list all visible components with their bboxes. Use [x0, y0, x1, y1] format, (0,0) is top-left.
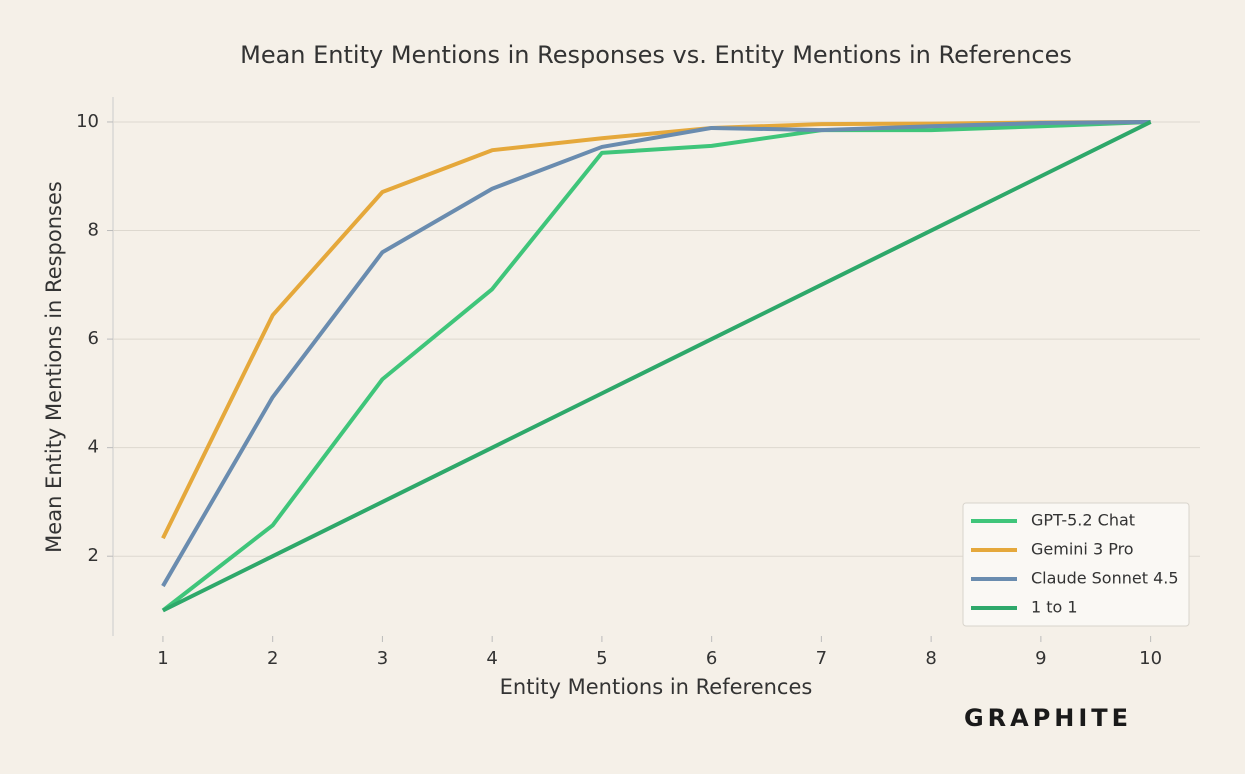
series-line: [162, 120, 1152, 613]
series-line: [161, 119, 1151, 613]
x-tick-label: 8: [925, 648, 936, 669]
x-tick-label: 5: [596, 648, 607, 669]
legend-label: Gemini 3 Pro: [1031, 540, 1134, 559]
y-axis-label: Mean Entity Mentions in Responses: [42, 181, 66, 553]
legend: GPT-5.2 Chat Gemini 3 Pro Claude Sonnet 4.…: [962, 502, 1190, 627]
y-tick-label: 4: [88, 437, 99, 458]
x-tick-label: 9: [1035, 648, 1046, 669]
series-line: [161, 119, 1151, 588]
x-tick-label: 4: [486, 648, 497, 669]
legend-label: GPT-5.2 Chat: [1031, 511, 1135, 530]
x-axis-label: Entity Mentions in References: [500, 675, 813, 699]
x-tick-label: 3: [377, 648, 388, 669]
x-tick-label: 7: [816, 648, 827, 669]
x-tick-label: 2: [267, 648, 278, 669]
legend-label: Claude Sonnet 4.5: [1031, 569, 1179, 588]
x-tick-label: 6: [706, 648, 717, 669]
watermark: GRAPHITE: [964, 704, 1132, 732]
legend-box: [962, 502, 1190, 627]
y-tick-label: 10: [76, 111, 99, 132]
y-tick-label: 6: [88, 328, 99, 349]
chart-title: Mean Entity Mentions in Responses vs. En…: [240, 41, 1072, 69]
y-tick-label: 8: [88, 220, 99, 241]
y-tick-label: 2: [88, 545, 99, 566]
x-tick-label: 10: [1139, 648, 1162, 669]
legend-label: 1 to 1: [1031, 598, 1078, 617]
x-tick-label: 1: [157, 648, 168, 669]
